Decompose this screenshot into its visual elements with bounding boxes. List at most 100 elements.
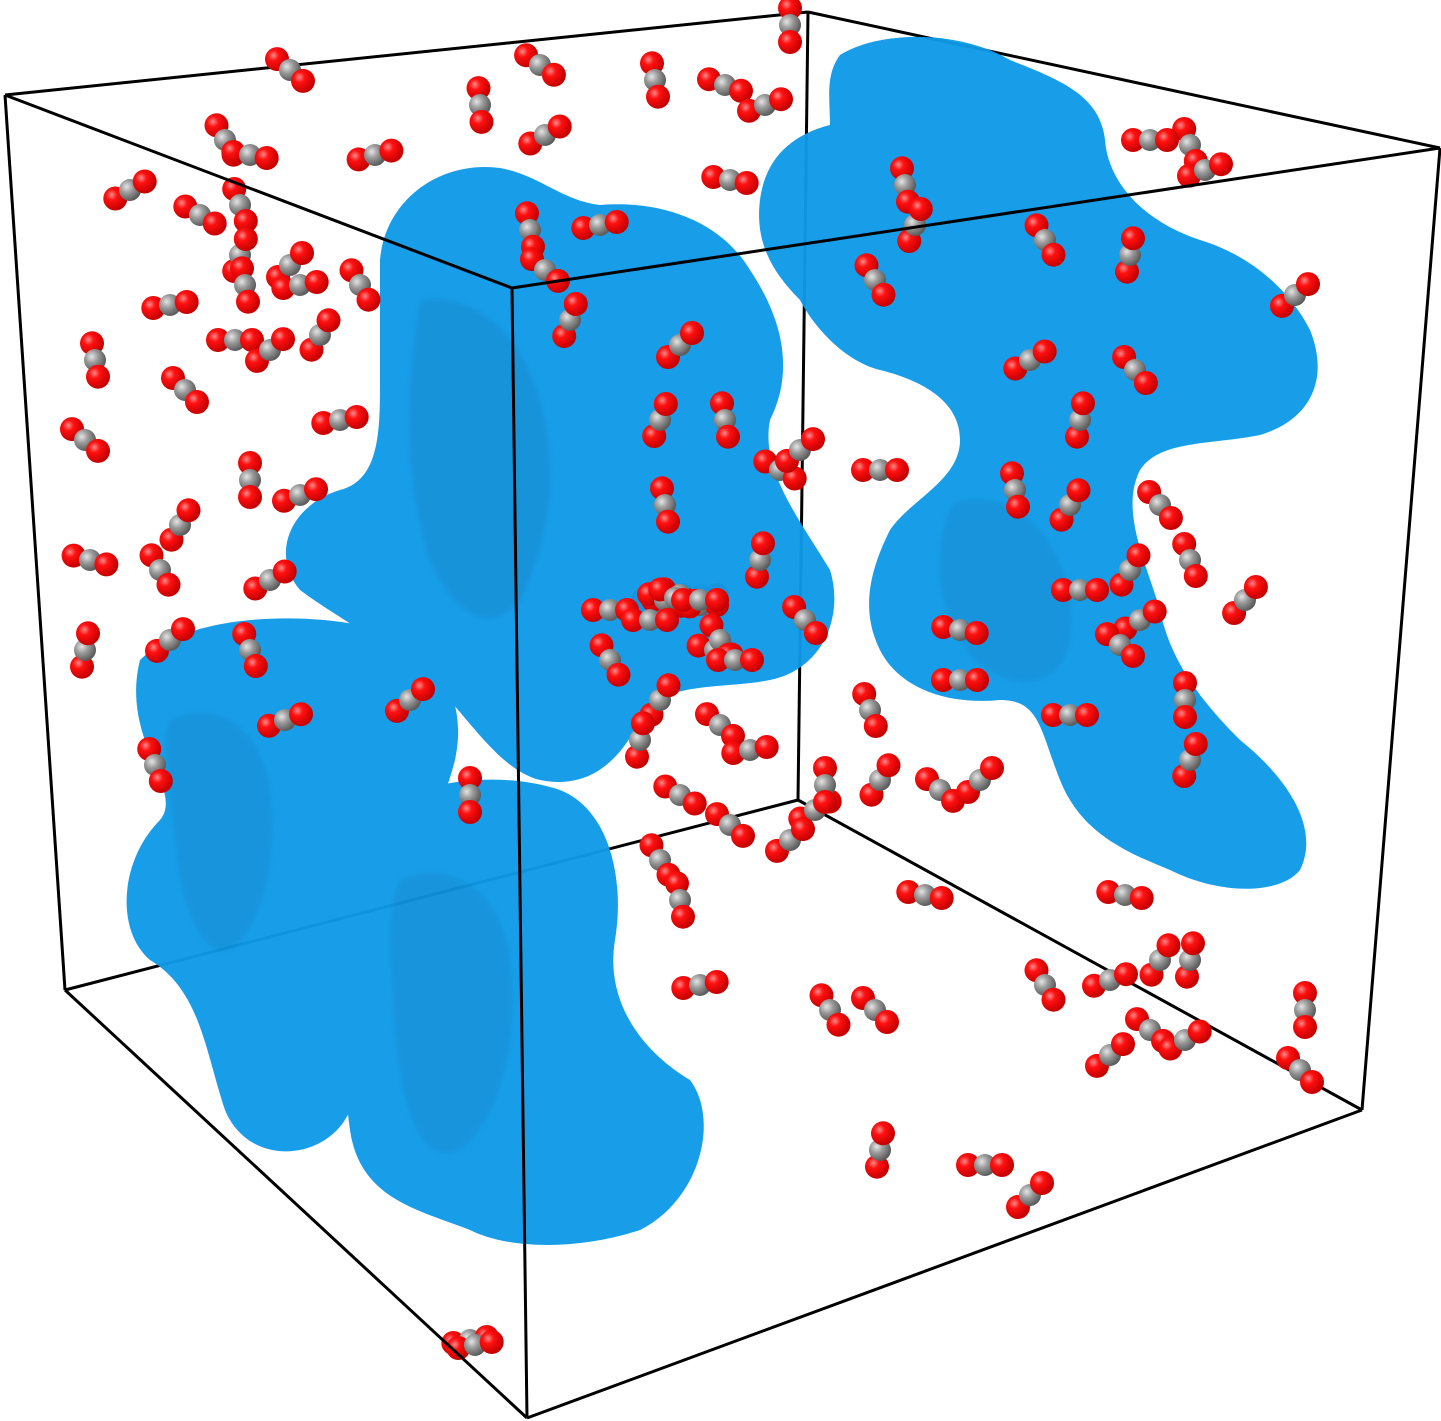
co2-molecule [1049,478,1091,532]
co2-molecule [1113,599,1167,641]
oxygen-atom [1000,461,1024,486]
co2-molecule [1139,933,1181,987]
box-edge [526,1108,1363,1420]
oxygen-atom [94,552,119,577]
oxygen-atom [965,668,989,692]
co2-molecule [1096,880,1154,910]
oxygen-atom [964,621,989,645]
co2-molecule [851,986,899,1034]
co2-molecule [640,51,670,109]
oxygen-atom [1121,643,1145,668]
oxygen-atom [671,588,695,612]
oxygen-atom [581,598,605,622]
co2-molecule [1158,1019,1212,1061]
co2-molecule [1085,1032,1135,1078]
co2-molecule [765,817,815,863]
oxygen-atom [653,392,678,416]
oxygen-atom [206,328,230,352]
oxygen-atom [1158,506,1183,530]
oxygen-atom [791,817,815,842]
oxygen-atom [871,282,896,307]
co2-molecule [173,194,227,236]
oxygen-atom [1115,259,1139,284]
oxygen-atom [1183,732,1208,756]
oxygen-atom [1111,1032,1135,1057]
oxygen-atom [1114,962,1138,987]
co2-molecule [1003,339,1057,381]
co2-molecule [339,258,381,312]
oxygen-atom [863,714,888,738]
co2-molecule [1177,152,1233,188]
oxygen-atom [1293,981,1317,1005]
co2-molecule [625,711,655,769]
carbon-atom [689,589,711,611]
co2-molecule [865,1121,895,1179]
oxygen-atom [710,391,734,416]
oxygen-atom [885,458,909,482]
co2-molecule [145,617,195,663]
oxygen-atom [1041,987,1066,1012]
oxygen-atom [466,76,491,101]
co2-molecule [897,197,933,253]
oxygen-atom [1156,933,1181,958]
co2-molecule [103,169,157,211]
oxygen-atom [236,289,260,314]
oxygen-atom [86,364,110,389]
box-edge [797,798,1363,1112]
oxygen-atom [1065,424,1089,449]
oxygen-atom [1133,371,1158,395]
oxygen-atom [721,741,746,765]
co2-molecule [710,391,740,449]
oxygen-atom [1126,543,1151,568]
oxygen-atom [706,648,730,672]
co2-molecule [653,774,707,816]
co2-molecule [915,767,965,813]
co2-molecule [1172,732,1208,788]
oxygen-atom [813,756,837,780]
oxygen-atom [141,296,166,320]
co2-molecule [159,498,201,552]
oxygen-atom [1296,272,1320,297]
oxygen-atom [656,509,680,534]
co2-molecules-front [60,0,1324,1360]
oxygen-atom [931,668,955,692]
isosurface-right-upper [759,36,1318,889]
carbon-atom [459,784,481,806]
co2-molecule [206,328,264,352]
oxygen-atom [290,241,314,265]
co2-molecule [1024,213,1066,267]
carbon-atom [1139,129,1161,151]
co2-molecule [1000,461,1030,519]
co2-molecule [61,543,119,577]
oxygen-atom [272,559,297,584]
co2-molecule [665,871,695,929]
co2-molecule [1024,958,1066,1012]
oxygen-atom [631,711,655,736]
oxygen-atom [1041,242,1066,267]
co2-molecule [271,270,329,300]
co2-molecule [775,427,825,473]
co2-molecule [446,1330,504,1360]
oxygen-atom [469,109,494,134]
co2-molecule [1172,532,1208,588]
co2-molecule [813,756,837,814]
co2-molecule [621,608,679,632]
co2-molecule [1270,272,1320,318]
co2-molecule [1109,543,1151,597]
co2-molecule [778,0,802,54]
co2-molecule [705,802,755,848]
oxygen-atom [731,823,755,848]
oxygen-atom [625,744,649,769]
co2-molecule [956,756,1004,804]
oxygen-atom [1293,1015,1317,1039]
oxygen-atom [606,662,631,687]
co2-molecule [697,67,753,103]
co2-molecule [311,405,369,435]
oxygen-atom [304,477,328,502]
oxygen-atom [876,753,901,778]
box-edge [511,146,1441,290]
oxygen-atom [458,766,482,790]
oxygen-atom [929,886,954,910]
oxygen-atom [243,654,268,678]
